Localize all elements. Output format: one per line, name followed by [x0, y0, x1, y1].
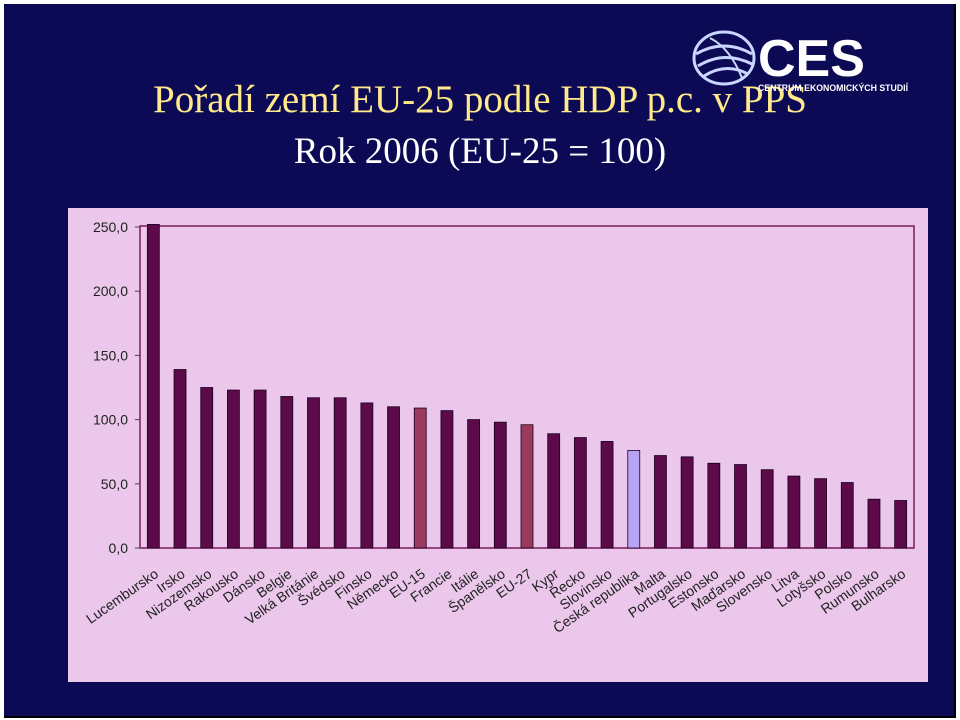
bar [360, 402, 374, 549]
page-subtitle: Rok 2006 (EU-25 = 100) [293, 131, 667, 172]
y-tick-label: 200,0 [93, 283, 128, 299]
bar [493, 421, 507, 549]
y-tick-label: 150,0 [93, 347, 128, 363]
bar [227, 389, 240, 549]
bar [627, 450, 641, 549]
bar [387, 406, 400, 549]
ces-logo: CES CENTRUM EKONOMICKÝCH STUDIÍ [690, 28, 920, 96]
bar [200, 387, 214, 549]
globe-icon [692, 30, 756, 86]
bar [840, 482, 854, 549]
bar [467, 419, 481, 549]
y-tick-label: 250,0 [93, 219, 128, 235]
chart-area: 0,0 50,0 100,0 150,0 200,0 250,0 Lucembursko Ir… [68, 208, 928, 682]
bar [280, 396, 294, 549]
bar [573, 437, 587, 549]
bar [173, 369, 187, 549]
bar [333, 397, 347, 549]
bar [787, 475, 801, 549]
logo-text: CES [758, 30, 865, 88]
y-tick-label: 100,0 [93, 412, 128, 428]
bar [253, 389, 267, 549]
bar [600, 441, 614, 549]
page-title: Pořadí zemí EU-25 podle HDP p.c. v PPS [153, 78, 807, 121]
bar [760, 469, 774, 549]
bar [734, 464, 747, 549]
bar [547, 433, 561, 549]
logo-subtext: CENTRUM EKONOMICKÝCH STUDIÍ [758, 82, 908, 93]
bar-chart: 0,050,0100,0150,0200,0250,0LucemburskoIr… [83, 219, 915, 636]
bar [894, 500, 908, 549]
bar [520, 424, 534, 549]
y-tick-label: 0,0 [109, 540, 129, 556]
bar [146, 224, 160, 549]
bar [680, 456, 694, 549]
y-tick-label: 50,0 [101, 476, 128, 492]
bar [814, 478, 827, 549]
bar [440, 410, 454, 549]
bar [413, 407, 427, 549]
bar [707, 462, 721, 549]
bar [654, 455, 667, 549]
bar [307, 397, 320, 549]
bar [867, 498, 881, 549]
